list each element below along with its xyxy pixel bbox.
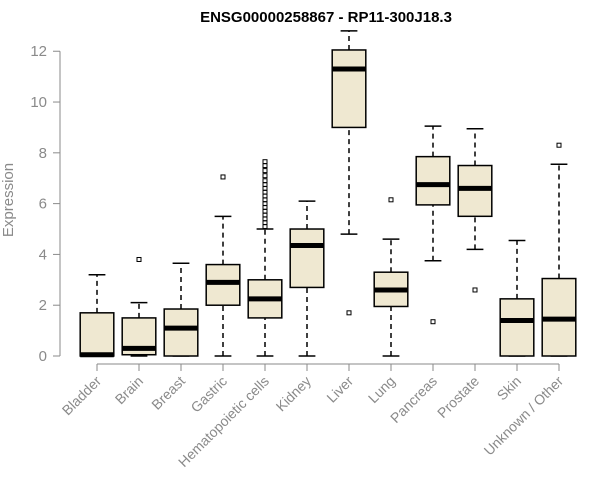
y-tick-label: 2 xyxy=(39,297,47,314)
outlier-point xyxy=(262,168,268,174)
box-group xyxy=(121,256,157,357)
box-group xyxy=(499,239,535,357)
box-group xyxy=(289,200,325,357)
box-group xyxy=(331,30,367,316)
outlier-point xyxy=(346,310,352,316)
outlier-point xyxy=(220,174,226,180)
y-tick-label: 8 xyxy=(39,145,47,162)
iqr-box xyxy=(163,308,199,357)
iqr-box xyxy=(331,49,367,129)
x-tick-label: Unknown / Other xyxy=(481,373,567,459)
y-tick-label: 12 xyxy=(30,43,47,60)
box-group xyxy=(415,125,451,325)
box-group xyxy=(247,159,283,357)
outlier-point xyxy=(262,178,268,184)
x-tick-label: Breast xyxy=(148,373,188,413)
x-tick-label: Pancreas xyxy=(387,373,440,426)
y-tick-label: 0 xyxy=(39,348,47,365)
y-tick-label: 10 xyxy=(30,94,47,111)
y-axis-label: Expression xyxy=(0,163,17,237)
box-group xyxy=(541,142,577,357)
outlier-point xyxy=(430,319,436,325)
outlier-point xyxy=(472,287,478,293)
iqr-box xyxy=(289,228,325,289)
y-tick-label: 6 xyxy=(39,196,47,213)
iqr-box xyxy=(415,155,451,206)
box-group xyxy=(163,262,199,357)
outlier-point xyxy=(388,197,394,203)
x-tick-label: Brain xyxy=(112,373,146,407)
chart-title: ENSG00000258867 - RP11-300J18.3 xyxy=(200,9,452,26)
x-tick-label: Lung xyxy=(365,373,398,406)
plot-area xyxy=(79,30,577,358)
iqr-box xyxy=(499,298,535,357)
x-tick-label: Kidney xyxy=(273,373,315,415)
x-tick-label: Bladder xyxy=(59,373,105,419)
x-tick-label: Skin xyxy=(494,373,525,404)
outlier-point xyxy=(262,173,268,179)
x-tick-label: Liver xyxy=(323,373,356,406)
y-tick-label: 4 xyxy=(39,246,47,263)
outlier-point xyxy=(556,142,562,148)
x-tick-label: Prostate xyxy=(434,373,482,421)
box-group xyxy=(373,197,409,357)
y-axis: 0 2 4 6 8 10 12 xyxy=(30,43,61,365)
iqr-box xyxy=(457,164,493,218)
outlier-point xyxy=(262,159,268,165)
box-group xyxy=(205,174,241,357)
box-group xyxy=(457,127,493,293)
outlier-point xyxy=(136,256,142,262)
iqr-box xyxy=(79,312,115,357)
iqr-box xyxy=(205,263,241,306)
box-group xyxy=(79,273,115,358)
